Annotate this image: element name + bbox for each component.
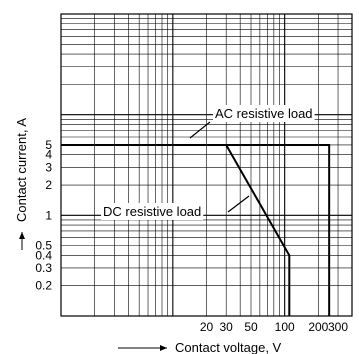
x-tick-label: 20 <box>200 320 214 334</box>
x-tick-label: 200 <box>308 320 328 334</box>
x-tick-label: 300 <box>328 320 348 334</box>
x-axis-label: Contact voltage, V <box>175 340 282 354</box>
annotation-leader <box>227 195 250 213</box>
plot-series <box>61 143 331 316</box>
x-tick-label: 50 <box>244 320 258 334</box>
y-tick-label: 0.2 <box>35 279 52 293</box>
annotation-leader <box>189 121 211 139</box>
annotation-1: AC resistive load <box>189 105 315 139</box>
x-tick-label: 30 <box>220 320 234 334</box>
annotation-label: DC resistive load <box>103 204 201 219</box>
y-tick-label: 4 <box>45 148 52 162</box>
y-axis-title: Contact current, A <box>14 118 29 250</box>
x-tick-labels: 20 30 50 100 200 300 <box>200 320 349 334</box>
annotation-2: DC resistive load <box>101 195 250 220</box>
series-line-2 <box>61 143 291 316</box>
y-axis-label: Contact current, A <box>14 118 29 222</box>
grid-lines <box>61 14 352 316</box>
y-tick-label: 0.3 <box>35 261 52 275</box>
x-tick-label: 100 <box>275 320 295 334</box>
y-tick-label: 3 <box>45 160 52 174</box>
y-tick-label: 2 <box>45 178 52 192</box>
y-tick-label: 0.5 <box>35 239 52 253</box>
x-axis-title: Contact voltage, V <box>118 340 282 354</box>
annotations: AC resistive load DC resistive load <box>101 105 315 220</box>
y-tick-labels: 543 2 1 0.50.40.3 0.2 <box>35 138 52 293</box>
y-tick-label: 0.4 <box>35 248 52 262</box>
y-tick-label: 5 <box>45 138 52 152</box>
plot-frame <box>60 13 353 317</box>
y-tick-label: 1 <box>45 208 52 222</box>
annotation-background <box>213 105 315 122</box>
annotation-label: AC resistive load <box>215 106 313 121</box>
annotation-background <box>101 203 204 220</box>
